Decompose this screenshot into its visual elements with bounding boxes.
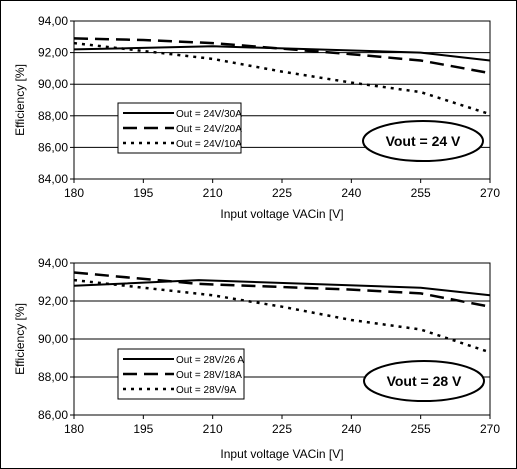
x-axis-28v: 180 195 210 225 240 255 270 <box>64 415 500 436</box>
y-tick-label: 92,00 <box>38 46 68 60</box>
legend-box <box>117 348 245 400</box>
y-tick-label: 90,00 <box>38 77 68 91</box>
chart-28v: 86,00 88,00 90,00 92,00 94,00 180 195 210 225 24… <box>13 256 500 461</box>
x-tick-label: 195 <box>133 422 153 436</box>
y-tick-label: 84,00 <box>38 172 68 186</box>
series-24v <box>73 37 491 116</box>
y-axis-24v: 84,00 86,00 88,00 90,00 92,00 94,00 <box>38 14 74 186</box>
x-tick-label: 210 <box>203 186 223 200</box>
legend-24v: Out = 24V/30A Out = 24V/20A Out = 24V/10A <box>117 102 242 154</box>
series-line-solid <box>73 45 491 62</box>
x-tick-label: 180 <box>64 422 84 436</box>
vout-badge <box>362 120 484 162</box>
x-axis-title-24v: Input voltage VACin [V] <box>220 207 343 221</box>
x-tick-label: 255 <box>411 186 431 200</box>
legend-label: Out = 24V/10A <box>176 139 242 150</box>
series-line-dot <box>73 278 491 354</box>
y-tick-label: 86,00 <box>38 140 68 154</box>
y-tick-label: 88,00 <box>38 109 68 123</box>
legend-label: Out = 28V/9A <box>176 385 237 396</box>
annotation-28v: Vout = 28 V <box>363 360 485 402</box>
series-line-dot <box>73 41 491 116</box>
y-tick-label: 90,00 <box>38 332 68 346</box>
y-tick-label: 88,00 <box>38 370 68 384</box>
x-tick-label: 240 <box>341 186 361 200</box>
y-tick-label: 86,00 <box>38 408 68 422</box>
y-axis-title-24v: Efficiency [%] <box>13 64 27 136</box>
legend-28v: Out = 28V/26 A Out = 28V/18A Out = 28V/9A <box>117 348 245 400</box>
series-28v <box>73 271 491 354</box>
x-axis-title-28v: Input voltage VACin [V] <box>220 447 343 461</box>
x-tick-label: 195 <box>133 186 153 200</box>
vout-label: Vout = 28 V <box>387 373 462 389</box>
x-tick-label: 180 <box>64 186 84 200</box>
x-tick-label: 210 <box>203 422 223 436</box>
y-tick-label: 94,00 <box>38 256 68 270</box>
vout-label: Vout = 24 V <box>386 133 461 149</box>
y-tick-label: 94,00 <box>38 14 68 28</box>
x-tick-label: 225 <box>272 422 292 436</box>
y-axis-28v: 86,00 88,00 90,00 92,00 94,00 <box>38 256 74 422</box>
legend-label: Out = 28V/26 A <box>176 355 244 366</box>
chart-24v: 84,00 86,00 88,00 90,00 92,00 94,00 180 195 210… <box>13 14 500 221</box>
legend-box <box>117 102 242 154</box>
x-tick-label: 255 <box>411 422 431 436</box>
annotation-24v: Vout = 24 V <box>362 120 484 162</box>
series-line-dash <box>73 37 491 75</box>
series-line-dash <box>73 271 491 308</box>
x-tick-label: 240 <box>341 422 361 436</box>
x-tick-label: 270 <box>480 422 500 436</box>
x-tick-label: 225 <box>272 186 292 200</box>
legend-label: Out = 24V/20A <box>176 124 242 135</box>
legend-label: Out = 28V/18A <box>176 370 242 381</box>
y-tick-label: 92,00 <box>38 294 68 308</box>
series-line-solid <box>73 279 491 297</box>
x-axis-24v: 180 195 210 225 240 255 270 <box>64 179 500 200</box>
x-tick-label: 270 <box>480 186 500 200</box>
vout-badge <box>363 360 485 402</box>
y-axis-title-28v: Efficiency [%] <box>13 303 27 375</box>
legend-label: Out = 24V/30A <box>176 109 242 120</box>
